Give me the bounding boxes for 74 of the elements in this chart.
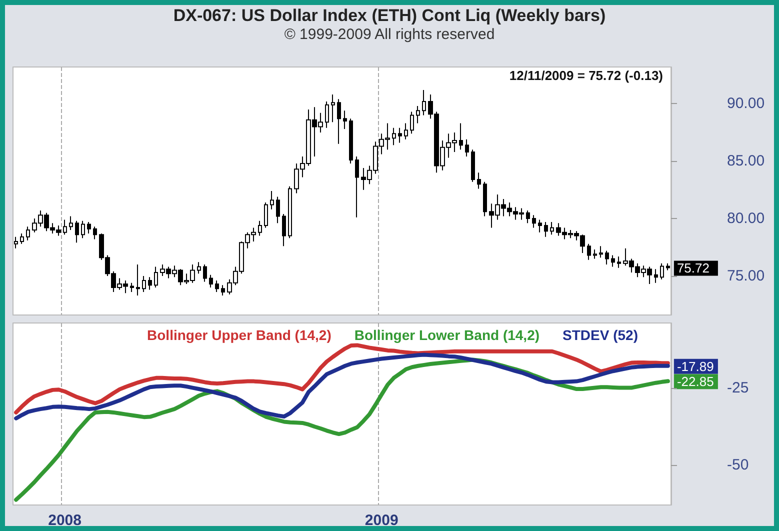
data-label: -17.89 <box>676 358 714 374</box>
candlestick <box>130 282 134 293</box>
candlestick <box>288 186 292 239</box>
candlestick <box>81 220 85 239</box>
candlestick <box>258 220 262 236</box>
candlestick <box>148 276 152 290</box>
chart-subtitle: © 1999-2009 All rights reserved <box>283 25 496 44</box>
candlestick <box>331 94 335 123</box>
x-tick-label: 2009 <box>364 512 398 529</box>
candlestick <box>459 122 463 150</box>
candlestick <box>343 110 347 130</box>
candlestick <box>483 181 487 217</box>
candlestick <box>544 222 548 238</box>
series-label: Bollinger Upper Band (14,2) <box>147 327 332 343</box>
candlestick <box>75 220 79 244</box>
candlestick <box>660 262 664 280</box>
candlestick <box>593 249 597 260</box>
candlestick <box>666 262 670 271</box>
candlestick <box>63 219 67 236</box>
candlestick <box>136 264 140 296</box>
candlestick <box>276 196 280 224</box>
y-tick-label: 85.00 <box>727 152 765 170</box>
candlestick <box>422 89 426 116</box>
candlestick <box>538 219 542 233</box>
y-tick-label: -25 <box>727 379 749 396</box>
candlestick <box>142 275 146 293</box>
candlestick <box>87 222 91 234</box>
candlestick <box>416 106 420 124</box>
series-label: STDEV (52) <box>562 327 638 343</box>
candlestick <box>154 266 158 288</box>
candlestick <box>398 127 402 144</box>
candlestick <box>349 118 353 164</box>
line-series <box>14 352 670 420</box>
data-label: -22.85 <box>676 374 714 390</box>
candlestick <box>611 254 615 268</box>
y-tick-label: 80.00 <box>727 210 765 228</box>
candlestick <box>93 226 97 240</box>
candlestick <box>550 222 554 236</box>
candlestick <box>197 262 201 274</box>
candlestick <box>404 122 408 140</box>
line-series <box>14 343 670 414</box>
candlestick <box>215 280 219 293</box>
y-tick-label: -50 <box>727 456 749 474</box>
candlestick <box>477 172 481 190</box>
candlestick <box>587 243 591 260</box>
text: 75.72 <box>676 260 710 276</box>
candlestick <box>532 214 536 228</box>
candlestick <box>654 268 658 284</box>
candlestick <box>26 226 30 241</box>
candlestick <box>221 284 225 296</box>
chart-title: DX-067: US Dollar Index (ETH) Cont Liq (Weekly bars) <box>172 6 607 25</box>
candlestick <box>264 202 268 228</box>
candlestick <box>465 138 469 158</box>
x-tick-label: 2008 <box>48 512 82 529</box>
candlestick <box>203 264 207 282</box>
candlestick <box>410 111 414 134</box>
candlestick <box>392 127 396 146</box>
candlestick <box>325 100 329 128</box>
candlestick <box>209 274 213 288</box>
candlestick <box>526 210 530 224</box>
annotation: 12/11/2009 = 75.72 (-0.13) <box>509 68 664 83</box>
candlestick <box>355 156 359 218</box>
y-tick-label: 75.00 <box>727 267 765 284</box>
candlestick <box>471 149 475 182</box>
candlestick <box>599 246 603 258</box>
candlestick <box>605 250 609 265</box>
candlestick <box>270 190 274 210</box>
y-tick-label: 90.00 <box>727 95 765 112</box>
candlestick <box>282 213 286 247</box>
candlestick <box>20 232 24 244</box>
candlestick <box>337 98 341 144</box>
series-label: Bollinger Lower Band (14,2) <box>354 327 540 343</box>
candlestick <box>69 216 73 231</box>
candlestick <box>617 256 621 268</box>
